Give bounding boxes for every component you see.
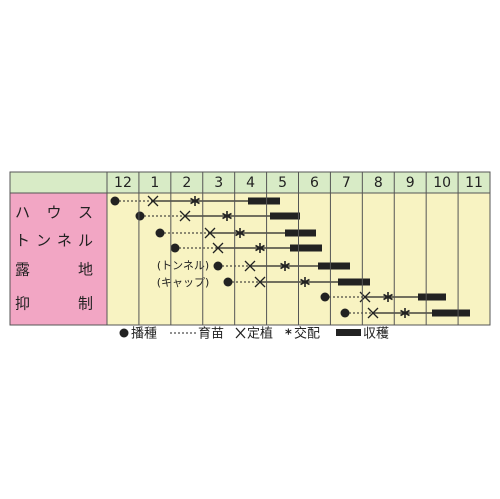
legend-label: 育苗 (198, 326, 224, 342)
sow-dot (320, 292, 330, 302)
month-label: 1 (150, 175, 159, 191)
month-label: 9 (406, 175, 415, 191)
harvest-bar (338, 278, 370, 286)
harvest-bar (418, 293, 446, 301)
month-label: 10 (433, 175, 451, 191)
cross-star (222, 211, 232, 221)
harvest-bar (285, 229, 316, 237)
legend: 播種 育苗 定植 * 交配 収穫 (119, 326, 389, 343)
legend-bar (336, 329, 361, 336)
harvest-bar (290, 244, 322, 252)
legend-label: 収穫 (363, 327, 389, 342)
schedule (110, 195, 470, 319)
header-corner (9, 171, 108, 194)
month-label: 4 (246, 175, 255, 191)
harvest-bar (270, 212, 300, 220)
sow-dot (135, 211, 145, 221)
month-label: 8 (374, 175, 383, 191)
month-label: 11 (465, 175, 483, 191)
month-label: 6 (310, 175, 319, 191)
note: (キャップ) (157, 276, 210, 289)
month-label: 7 (342, 175, 351, 191)
plant-cross (244, 260, 256, 272)
plant-cross (147, 195, 159, 207)
legend-label: 定植 (247, 327, 273, 342)
harvest-bar (248, 197, 280, 205)
legend-label: 交配 (294, 326, 320, 342)
sow-dot (170, 243, 180, 253)
legend-label: 播種 (131, 326, 157, 342)
cross-star (280, 261, 290, 271)
sow-dot (340, 308, 350, 318)
cross-star (235, 228, 245, 238)
legend-dot (119, 328, 129, 338)
row-label: ハウス (15, 204, 95, 222)
plant-cross (179, 210, 191, 222)
legend-cross (235, 327, 246, 339)
cross-star (400, 308, 410, 318)
month-label: 2 (182, 175, 191, 191)
plant-cross (359, 291, 371, 303)
cross-star (300, 277, 310, 287)
sow-dot (110, 196, 120, 206)
label-column (9, 192, 108, 326)
sow-dot (223, 277, 233, 287)
month-label: 3 (214, 175, 223, 191)
cross-star (190, 196, 200, 206)
plant-cross (212, 242, 224, 254)
month-label: 12 (114, 175, 132, 191)
legend-star: * (285, 328, 292, 343)
harvest-bar (318, 262, 350, 270)
plant-cross (254, 276, 266, 288)
note: (トンネル) (157, 259, 209, 272)
plant-cross (367, 307, 379, 319)
month-label: 5 (278, 175, 287, 191)
cross-star (383, 292, 393, 302)
sow-dot (213, 261, 223, 271)
cross-star (255, 243, 265, 253)
harvest-bar (432, 309, 470, 317)
sow-dot (155, 228, 165, 238)
plant-cross (204, 227, 216, 239)
